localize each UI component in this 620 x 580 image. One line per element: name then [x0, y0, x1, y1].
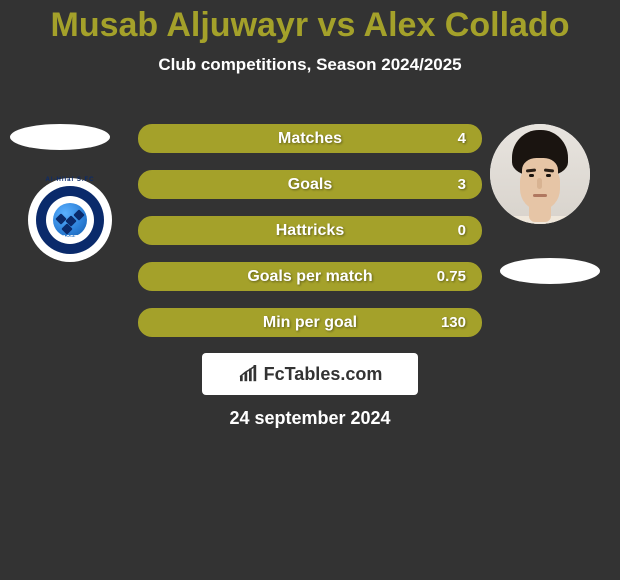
- stats-panel: Matches 4 Goals 3 Hattricks 0 Goals per match 0…: [138, 124, 482, 337]
- branding-text: FcTables.com: [264, 364, 383, 385]
- right-token-ellipse: [500, 258, 600, 284]
- bar-chart-icon: [238, 365, 260, 383]
- al-hilal-crest-icon: Al-Hilal S.FC 1957: [20, 170, 120, 270]
- page-title: Musab Aljuwayr vs Alex Collado: [0, 0, 620, 45]
- vs-separator: vs: [318, 6, 364, 44]
- stat-bar: Goals 3: [138, 170, 482, 199]
- stat-label: Goals: [288, 176, 332, 194]
- stat-bar: Hattricks 0: [138, 216, 482, 245]
- branding-box: FcTables.com: [202, 353, 418, 395]
- stat-bar: Min per goal 130: [138, 308, 482, 337]
- stat-bar: Matches 4: [138, 124, 482, 153]
- stat-label: Goals per match: [247, 268, 372, 286]
- stat-label: Matches: [278, 130, 342, 148]
- player1-club-crest: Al-Hilal S.FC 1957: [20, 170, 120, 270]
- crest-club-text: Al-Hilal S.FC: [28, 177, 112, 183]
- crest-year: 1957: [36, 235, 104, 242]
- left-token-ellipse: [10, 124, 110, 150]
- stat-value: 4: [458, 130, 466, 147]
- stat-bar: Goals per match 0.75: [138, 262, 482, 291]
- date-text: 24 september 2024: [229, 408, 390, 429]
- subtitle: Club competitions, Season 2024/2025: [0, 55, 620, 75]
- stat-value: 130: [441, 314, 466, 331]
- player2-avatar: [490, 124, 590, 224]
- player2-name: Alex Collado: [364, 6, 570, 44]
- stat-value: 3: [458, 176, 466, 193]
- stat-label: Hattricks: [276, 222, 344, 240]
- stat-label: Min per goal: [263, 314, 357, 332]
- player1-name: Musab Aljuwayr: [51, 6, 309, 44]
- stat-value: 0: [458, 222, 466, 239]
- player-face-icon: [490, 124, 590, 224]
- stat-value: 0.75: [437, 268, 466, 285]
